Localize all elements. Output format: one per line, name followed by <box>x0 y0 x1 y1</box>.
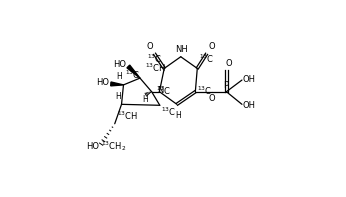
Text: $^{13}$C: $^{13}$C <box>147 53 162 65</box>
Text: O: O <box>146 42 153 51</box>
Text: $^{13}$C: $^{13}$C <box>199 53 215 65</box>
Text: O: O <box>209 94 216 103</box>
Text: HO: HO <box>113 60 126 69</box>
Text: $^{13}$C: $^{13}$C <box>156 85 172 97</box>
Text: $^{13}$C: $^{13}$C <box>161 106 176 118</box>
Text: H: H <box>115 92 120 101</box>
Text: NH: NH <box>175 46 188 54</box>
Polygon shape <box>111 82 124 86</box>
Text: $^{13}$CH$_2$: $^{13}$CH$_2$ <box>101 139 126 153</box>
Text: H: H <box>175 111 181 120</box>
Text: $^{13}$CH: $^{13}$CH <box>145 62 166 74</box>
Text: OH: OH <box>243 101 256 110</box>
Text: $^{13}$C: $^{13}$C <box>125 69 140 81</box>
Text: $^{13}$C: $^{13}$C <box>197 85 212 97</box>
Text: P: P <box>224 81 229 90</box>
Text: H: H <box>143 95 148 104</box>
Text: H: H <box>116 72 122 81</box>
Text: O: O <box>226 59 232 68</box>
Text: HO: HO <box>86 142 99 151</box>
Text: HO: HO <box>96 78 109 87</box>
Text: OH: OH <box>243 75 256 84</box>
Text: $^{13}$CH: $^{13}$CH <box>117 109 138 122</box>
Text: N: N <box>157 86 164 95</box>
Text: O: O <box>208 42 215 51</box>
Polygon shape <box>127 65 140 78</box>
